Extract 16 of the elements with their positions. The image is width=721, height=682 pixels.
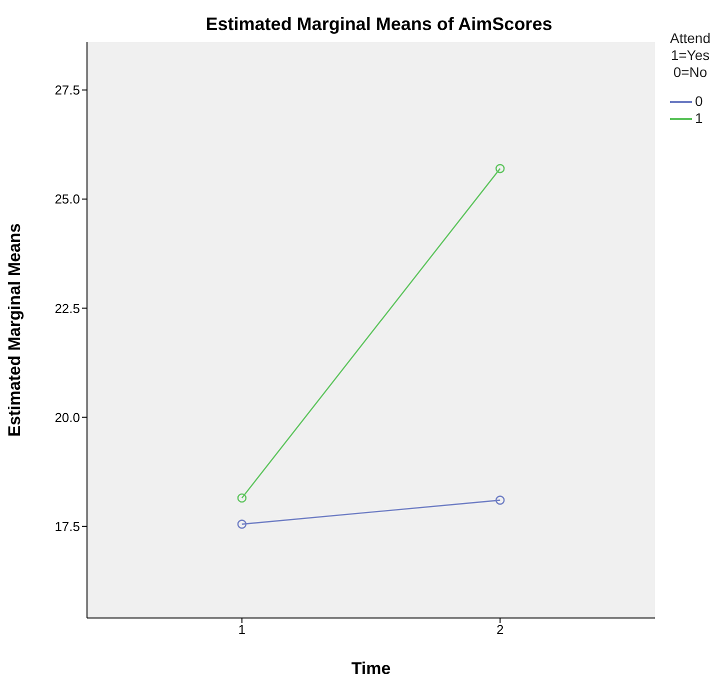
y-tick-label: 27.5	[54, 82, 80, 98]
chart-title: Estimated Marginal Means of AimScores	[204, 14, 554, 35]
point	[237, 520, 247, 529]
legend-label: 1	[695, 110, 703, 127]
y-axis-title: Estimated Marginal Means	[5, 223, 24, 437]
y-tick-label: 20.0	[54, 410, 80, 425]
point	[495, 496, 505, 505]
legend-title: Attend 1=Yes 0=No	[670, 30, 710, 81]
legend-label: 0	[695, 93, 703, 110]
y-tick-label: 17.5	[54, 518, 80, 534]
x-tick-label: 2	[496, 622, 504, 638]
point	[237, 493, 247, 503]
y-tick-label: 25.0	[54, 192, 80, 207]
point	[495, 164, 505, 174]
x-axis-title: Time	[351, 659, 391, 678]
y-tick-label: 22.5	[54, 300, 80, 316]
